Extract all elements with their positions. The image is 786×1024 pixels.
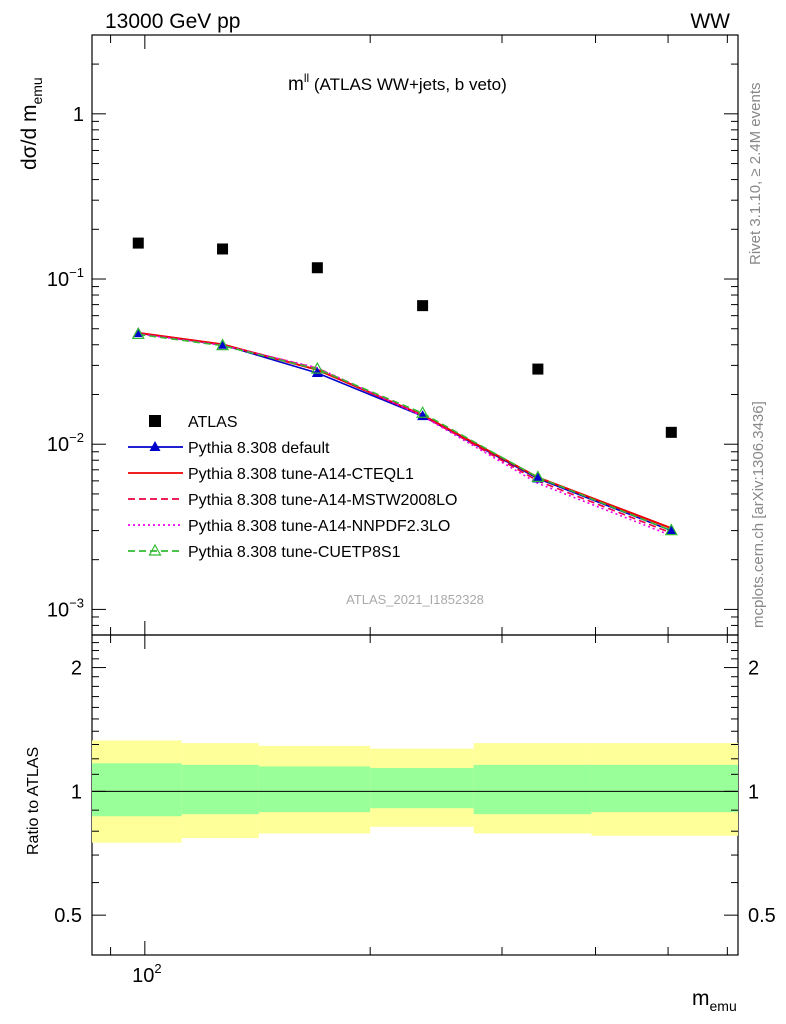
legend-label: Pythia 8.308 tune-CUETP8S1 <box>188 544 401 561</box>
ratio-y-tick-label-right: 2 <box>748 658 759 680</box>
ratio-y-tick-label-right: 1 <box>748 781 759 803</box>
atlas-data-point <box>532 363 544 375</box>
ratio-y-tick-label: 2 <box>71 658 82 680</box>
ratio-y-tick-label: 0.5 <box>54 905 82 927</box>
default-marker <box>132 327 144 338</box>
legend-marker <box>149 441 161 451</box>
atlas-data-point <box>311 262 323 274</box>
x-axis-label: memu <box>692 987 737 1014</box>
green-band-bin <box>370 767 474 809</box>
cuetp8s1-marker <box>416 405 430 418</box>
axis-ticks <box>92 34 738 956</box>
atlas-data-point <box>217 243 229 255</box>
atlas-data-point <box>665 426 677 438</box>
ratio-y-axis-label: Ratio to ATLAS <box>25 747 42 855</box>
legend-label: ATLAS <box>188 414 238 431</box>
legend-label: Pythia 8.308 tune-A14-NNPDF2.3LO <box>188 518 450 535</box>
default-marker <box>532 472 544 483</box>
y-axis-label: dσ/d memu <box>18 77 45 170</box>
cuetp8s1-marker <box>216 338 230 351</box>
legend: ATLAS Pythia 8.308 default Pythia 8.308 tu… <box>128 414 457 561</box>
green-band-bin <box>181 764 259 815</box>
legend-label: Pythia 8.308 tune-A14-CTEQL1 <box>188 466 414 483</box>
default-marker <box>665 524 677 535</box>
legend-marker <box>148 543 162 556</box>
legend-label: Pythia 8.308 tune-A14-MSTW2008LO <box>188 492 457 509</box>
ratio-y-tick-label-right: 0.5 <box>748 905 776 927</box>
atlas-data-point <box>417 300 429 312</box>
green-band-bin <box>258 766 371 813</box>
y-tick-label: 1 <box>73 104 84 126</box>
atlas-data-point <box>132 237 144 249</box>
legend-label: Pythia 8.308 default <box>188 440 330 457</box>
green-band-bin <box>591 764 738 813</box>
cuetp8s1-marker <box>531 470 545 482</box>
legend-marker-atlas <box>149 415 161 427</box>
mcplots-reference-text: mcplots.cern.ch [arXiv:1306.3436] <box>750 401 767 628</box>
y-tick-label: 10−1 <box>47 265 84 291</box>
cuetp8s1-marker <box>664 523 678 536</box>
rivet-version-text: Rivet 3.1.10, ≥ 2.4M events <box>747 83 764 266</box>
default-marker <box>217 338 229 349</box>
ratio-y-tick-label: 1 <box>71 781 82 803</box>
green-band-bin <box>92 763 182 817</box>
series-markers <box>131 237 678 536</box>
default-marker <box>311 366 323 377</box>
series-line-5 <box>138 333 672 532</box>
cuetp8s1-marker <box>131 327 145 340</box>
header-right: WW <box>690 10 730 33</box>
green-band-bin <box>473 764 592 815</box>
plot-title: mll (ATLAS WW+jets, b veto) <box>288 71 507 95</box>
y-tick-label: 10−3 <box>47 595 84 621</box>
series-lines <box>138 331 672 537</box>
analysis-watermark: ATLAS_2021_I1852328 <box>346 592 484 607</box>
header-left: 13000 GeV pp <box>105 10 240 33</box>
y-tick-label: 10−2 <box>47 430 84 456</box>
axis-tick-labels: 1 10−1 10−2 10−3 2 2 1 1 0.5 0.5 102 <box>47 104 776 987</box>
cuetp8s1-marker <box>310 361 324 374</box>
x-tick-label: 102 <box>132 961 161 987</box>
